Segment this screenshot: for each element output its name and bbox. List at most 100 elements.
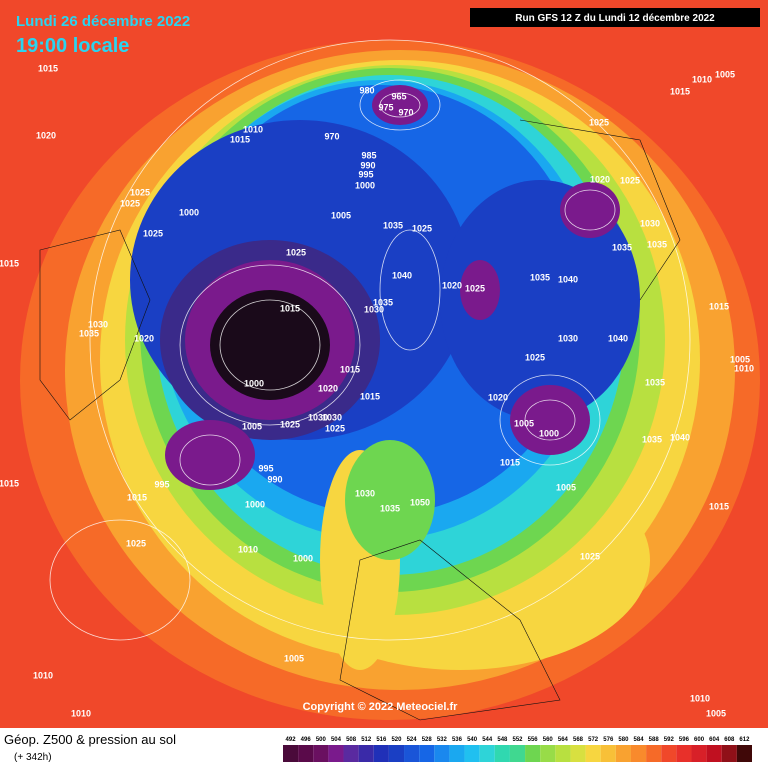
scale-swatch bbox=[646, 745, 662, 762]
scale-swatch bbox=[479, 745, 495, 762]
scale-label: 592 bbox=[664, 737, 675, 743]
color-scale: 492 496 500 504 508 512 516 520 524 528 532 536 540 5… bbox=[283, 737, 752, 762]
scale-swatch bbox=[600, 745, 616, 762]
scale-label: 604 bbox=[709, 737, 720, 743]
pressure-label: 1005 bbox=[514, 418, 534, 428]
pressure-label: 980 bbox=[359, 85, 374, 95]
scale-swatch bbox=[283, 745, 299, 762]
scale-label: 532 bbox=[437, 737, 448, 743]
scale-label: 528 bbox=[422, 737, 433, 743]
pressure-label: 1010 bbox=[71, 708, 91, 718]
scale-label: 600 bbox=[694, 737, 705, 743]
copyright: Copyright © 2022 Meteociel.fr bbox=[303, 701, 459, 713]
pressure-label: 1025 bbox=[280, 419, 300, 429]
pressure-label: 1000 bbox=[355, 180, 375, 190]
scale-swatch bbox=[404, 745, 420, 762]
date: Lundi 26 décembre 2022 bbox=[16, 13, 190, 30]
scale-swatch bbox=[540, 745, 556, 762]
scale-swatch bbox=[343, 745, 359, 762]
scale-swatch bbox=[615, 745, 631, 762]
scale-label: 608 bbox=[724, 737, 735, 743]
scale-swatch bbox=[525, 745, 541, 762]
scale-label: 584 bbox=[634, 737, 645, 743]
pressure-label: 1030 bbox=[640, 218, 660, 228]
pressure-label: 1020 bbox=[442, 280, 462, 290]
scale-swatch bbox=[630, 745, 647, 762]
pressure-label: 1035 bbox=[383, 220, 403, 230]
scale-swatch bbox=[706, 745, 722, 762]
pressure-label: 990 bbox=[267, 474, 282, 484]
caption: Géop. Z500 & pression au sol bbox=[4, 732, 176, 747]
pressure-label: 1020 bbox=[36, 130, 56, 140]
scale-swatch bbox=[358, 745, 374, 762]
pressure-label: 1015 bbox=[340, 364, 360, 374]
pressure-label: 1020 bbox=[590, 174, 610, 184]
pressure-label: 1025 bbox=[589, 117, 609, 127]
scale-swatch bbox=[570, 745, 586, 762]
pressure-label: 965 bbox=[391, 91, 406, 101]
pressure-label: 995 bbox=[358, 169, 373, 179]
pressure-label: 1015 bbox=[670, 86, 690, 96]
pressure-label: 1010 bbox=[734, 363, 754, 373]
scale-swatch bbox=[449, 745, 465, 762]
pressure-label: 975 bbox=[378, 102, 393, 112]
scale-swatch bbox=[676, 745, 692, 762]
pressure-label: 1025 bbox=[412, 223, 432, 233]
scale-swatch bbox=[555, 745, 571, 762]
pressure-label: 1015 bbox=[280, 303, 300, 313]
pressure-label: 1020 bbox=[134, 333, 154, 343]
pressure-label: 1010 bbox=[692, 74, 712, 84]
pressure-label: 1035 bbox=[612, 242, 632, 252]
scale-label: 500 bbox=[316, 737, 327, 743]
pressure-label: 1010 bbox=[238, 544, 258, 554]
pressure-label: 1015 bbox=[0, 478, 19, 488]
pressure-label: 1030 bbox=[308, 412, 328, 422]
lead-time: (+ 342h) bbox=[14, 752, 52, 763]
scale-label: 556 bbox=[528, 737, 539, 743]
pressure-label: 1005 bbox=[284, 653, 304, 663]
scale-label: 516 bbox=[376, 737, 387, 743]
scale-label: 508 bbox=[346, 737, 357, 743]
pressure-label: 1010 bbox=[690, 693, 710, 703]
scale-label: 568 bbox=[573, 737, 584, 743]
scale-swatch bbox=[494, 745, 510, 762]
pressure-label: 1035 bbox=[380, 503, 400, 513]
scale-label: 576 bbox=[603, 737, 614, 743]
time: 19:00 locale bbox=[16, 35, 129, 57]
pressure-label: 1015 bbox=[230, 134, 250, 144]
pressure-label: 995 bbox=[258, 463, 273, 473]
scale-swatch bbox=[434, 745, 450, 762]
scale-label: 496 bbox=[301, 737, 312, 743]
pressure-label: 1040 bbox=[392, 270, 412, 280]
scale-swatch bbox=[313, 745, 329, 762]
pressure-label: 1035 bbox=[642, 434, 662, 444]
pressure-label: 1050 bbox=[410, 497, 430, 507]
pressure-label: 1040 bbox=[670, 432, 690, 442]
scale-label: 544 bbox=[482, 737, 493, 743]
pressure-label: 1025 bbox=[525, 352, 545, 362]
pressure-label: 1040 bbox=[558, 274, 578, 284]
pressure-label: 1035 bbox=[530, 272, 550, 282]
pressure-label: 1005 bbox=[706, 708, 726, 718]
pressure-label: 1030 bbox=[88, 319, 108, 329]
pressure-label: 1005 bbox=[730, 354, 750, 364]
pressure-label: 990 bbox=[360, 160, 375, 170]
pressure-label: 1015 bbox=[127, 492, 147, 502]
pressure-label: 1015 bbox=[360, 391, 380, 401]
scale-swatch bbox=[585, 745, 601, 762]
scale-label: 596 bbox=[679, 737, 690, 743]
pressure-label: 1035 bbox=[79, 328, 99, 338]
pressure-label: 1030 bbox=[558, 333, 578, 343]
scale-label: 564 bbox=[558, 737, 569, 743]
scale-label: 580 bbox=[618, 737, 629, 743]
run-info: Run GFS 12 Z du Lundi 12 décembre 2022 bbox=[515, 13, 715, 24]
pressure-label: 970 bbox=[324, 131, 339, 141]
scale-label: 524 bbox=[407, 737, 418, 743]
pressure-label: 1025 bbox=[580, 551, 600, 561]
scale-swatch bbox=[509, 745, 526, 762]
scale-label: 572 bbox=[588, 737, 599, 743]
pressure-label: 1025 bbox=[126, 538, 146, 548]
pressure-label: 985 bbox=[361, 150, 376, 160]
